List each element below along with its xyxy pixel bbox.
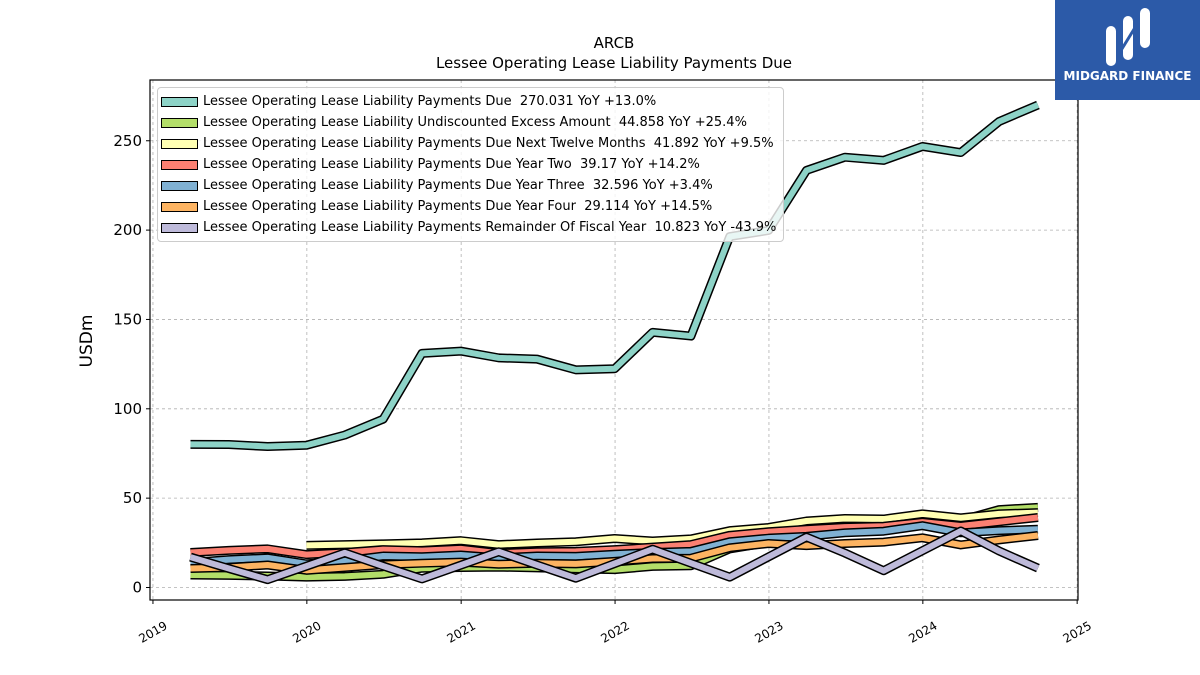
legend-label: Lessee Operating Lease Liability Payment… bbox=[203, 199, 712, 214]
series-latest-value: 270.031 bbox=[519, 94, 574, 109]
x-tick-label: 2025 bbox=[1061, 618, 1094, 645]
y-tick-label: 150 bbox=[113, 310, 142, 328]
series-latest-value: 32.596 bbox=[592, 178, 639, 193]
legend-swatch bbox=[161, 159, 198, 170]
series-latest-value: 41.892 bbox=[653, 136, 700, 151]
legend-swatch bbox=[161, 96, 198, 107]
series-name: Lessee Operating Lease Liability Payment… bbox=[203, 220, 647, 235]
chart-title: ARCB bbox=[594, 34, 635, 52]
x-tick-label: 2020 bbox=[290, 618, 323, 645]
y-axis-label: USDm bbox=[77, 315, 97, 368]
legend-entry: Lessee Operating Lease Liability Payment… bbox=[161, 154, 776, 175]
series-name: Lessee Operating Lease Liability Payment… bbox=[203, 157, 572, 172]
yoy-label: YoY bbox=[633, 199, 656, 214]
lessee-operating-lease-liability-payments-due-line bbox=[190, 102, 1040, 450]
series-yoy-change: +25.4% bbox=[694, 115, 747, 130]
legend-swatch bbox=[161, 222, 198, 233]
y-tick-label: 0 bbox=[132, 578, 142, 596]
yoy-label: YoY bbox=[621, 157, 644, 172]
legend-swatch bbox=[161, 117, 198, 128]
series-lines bbox=[189, 100, 1040, 585]
legend-swatch bbox=[161, 201, 198, 212]
legend-entry: Lessee Operating Lease Liability Payment… bbox=[161, 133, 776, 154]
legend-entry: Lessee Operating Lease Liability Payment… bbox=[161, 196, 776, 217]
yoy-label: YoY bbox=[668, 115, 691, 130]
series-yoy-change: +13.0% bbox=[604, 94, 657, 109]
y-tick-label: 50 bbox=[123, 489, 142, 507]
y-axis: 0 50 100 150 200 250 bbox=[113, 132, 150, 596]
legend-swatch bbox=[161, 180, 198, 191]
x-tick-label: 2019 bbox=[136, 618, 169, 645]
x-axis: 2019 2020 2021 2022 2023 2024 2025 bbox=[136, 600, 1094, 646]
series-name: Lessee Operating Lease Liability Payment… bbox=[203, 199, 576, 214]
brand-logo: MIDGARD FINANCE bbox=[1055, 0, 1200, 100]
legend-label: Lessee Operating Lease Liability Payment… bbox=[203, 157, 700, 172]
legend-label: Lessee Operating Lease Liability Undisco… bbox=[203, 115, 747, 130]
y-tick-label: 200 bbox=[113, 221, 142, 239]
x-tick-label: 2021 bbox=[445, 618, 478, 645]
x-tick-label: 2022 bbox=[598, 618, 631, 645]
legend-entry: Lessee Operating Lease Liability Payment… bbox=[161, 91, 776, 112]
series-latest-value: 10.823 bbox=[654, 220, 701, 235]
legend-label: Lessee Operating Lease Liability Payment… bbox=[203, 136, 774, 151]
series-latest-value: 39.17 bbox=[580, 157, 618, 172]
series-name: Lessee Operating Lease Liability Payment… bbox=[203, 178, 585, 193]
y-tick-label: 250 bbox=[113, 132, 142, 150]
series-latest-value: 44.858 bbox=[618, 115, 665, 130]
logo-mark-icon bbox=[1106, 8, 1150, 66]
x-tick-label: 2024 bbox=[906, 618, 939, 645]
plot-frame bbox=[149, 79, 1079, 601]
y-tick-label: 100 bbox=[113, 400, 142, 418]
lessee-operating-lease-liability-payments-due-next-twelve-months-line bbox=[306, 509, 1039, 549]
yoy-label: YoY bbox=[703, 136, 726, 151]
lessee-operating-lease-liability-payments-remainder-of-fiscal-year-line bbox=[189, 528, 1040, 583]
series-name: Lessee Operating Lease Liability Payment… bbox=[203, 136, 646, 151]
legend-entry: Lessee Operating Lease Liability Undisco… bbox=[161, 112, 776, 133]
series-yoy-change: +14.2% bbox=[647, 157, 700, 172]
series-lessee-operating-lease-liability-payments-remainder-of-fiscal-year bbox=[189, 526, 1040, 585]
logo-text: MIDGARD FINANCE bbox=[1063, 69, 1192, 83]
yoy-label: YoY bbox=[577, 94, 600, 109]
yoy-label: YoY bbox=[642, 178, 665, 193]
series-yoy-change: +3.4% bbox=[668, 178, 713, 193]
series-yoy-change: +9.5% bbox=[729, 136, 774, 151]
x-tick-label: 2023 bbox=[752, 618, 785, 645]
legend-label: Lessee Operating Lease Liability Payment… bbox=[203, 178, 713, 193]
series-yoy-change: -43.9% bbox=[730, 220, 777, 235]
chart-subtitle: Lessee Operating Lease Liability Payment… bbox=[436, 54, 792, 72]
series-name: Lessee Operating Lease Liability Undisco… bbox=[203, 115, 611, 130]
series-name: Lessee Operating Lease Liability Payment… bbox=[203, 94, 512, 109]
legend-swatch bbox=[161, 138, 198, 149]
yoy-label: YoY bbox=[704, 220, 727, 235]
legend-entry: Lessee Operating Lease Liability Payment… bbox=[161, 175, 776, 196]
legend: Lessee Operating Lease Liability Payment… bbox=[157, 87, 785, 242]
series-yoy-change: +14.5% bbox=[660, 199, 713, 214]
legend-entry: Lessee Operating Lease Liability Payment… bbox=[161, 217, 776, 238]
series-lessee-operating-lease-liability-payments-due-next-twelve-months bbox=[306, 508, 1039, 550]
series-lessee-operating-lease-liability-payments-due bbox=[190, 100, 1040, 451]
series-latest-value: 29.114 bbox=[584, 199, 630, 214]
legend-label: Lessee Operating Lease Liability Payment… bbox=[203, 220, 776, 235]
legend-label: Lessee Operating Lease Liability Payment… bbox=[203, 94, 656, 109]
